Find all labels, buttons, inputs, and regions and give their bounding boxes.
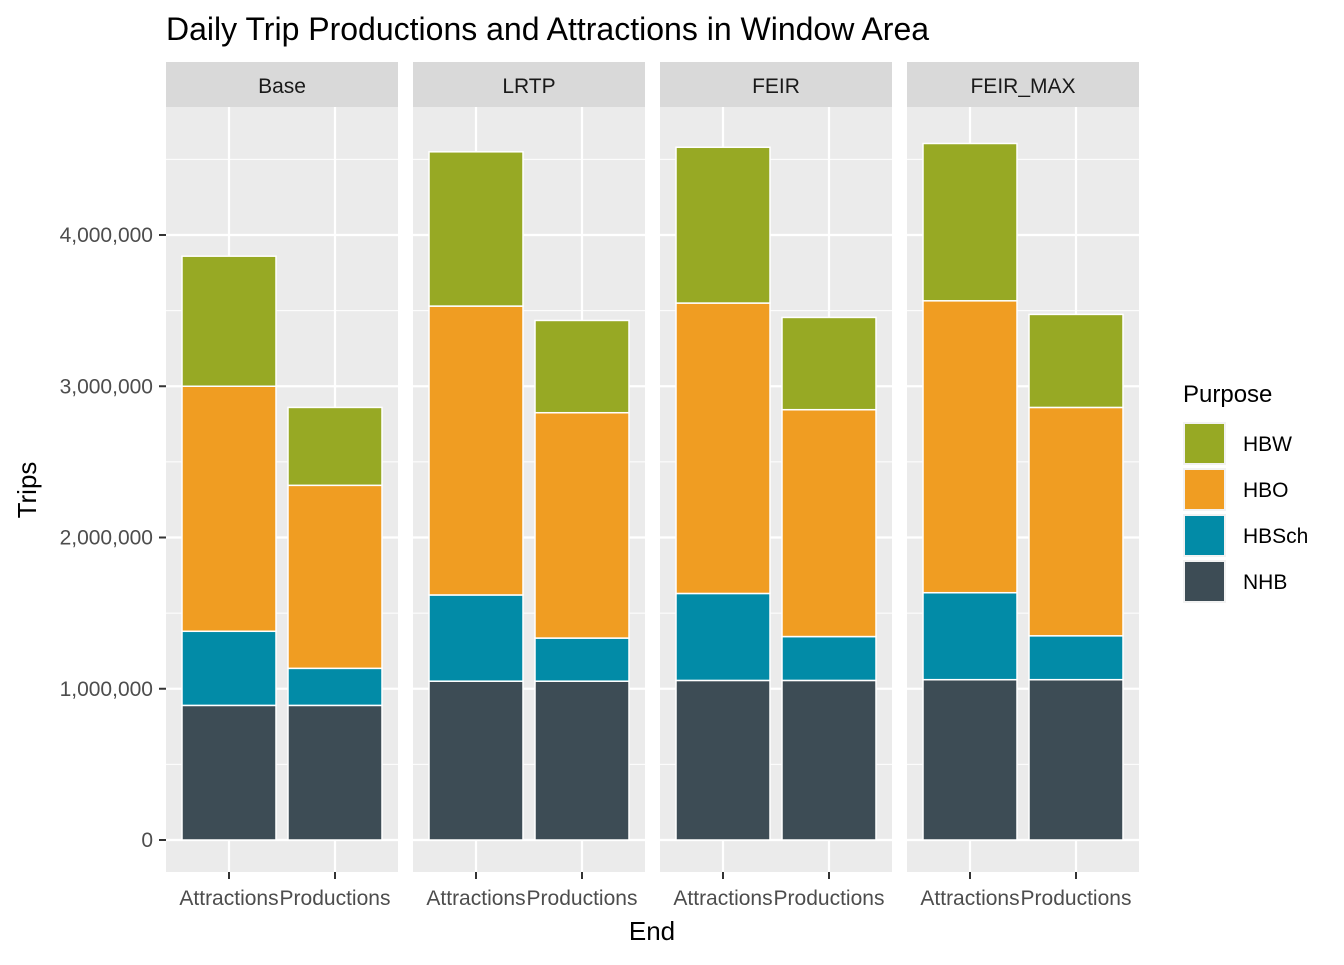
y-tick-label: 4,000,000 xyxy=(60,224,153,247)
bar-segment-hbo xyxy=(675,302,771,595)
bar-segment-nhb xyxy=(922,678,1018,841)
bar-segment-nhb xyxy=(428,680,524,841)
facet-strip-label: LRTP xyxy=(502,75,555,98)
facet-panel-feir_max: FEIR_MAX Attractions Productions xyxy=(907,62,1139,910)
bar-segment-hbw xyxy=(287,406,383,487)
legend-swatch-hbw xyxy=(1185,424,1224,463)
x-tick-label: Attractions xyxy=(673,887,772,910)
bar-productions xyxy=(287,406,383,841)
bar-productions xyxy=(534,319,630,841)
bar-segment-hbw xyxy=(534,319,630,414)
x-tick-label: Attractions xyxy=(426,887,525,910)
facet-strip xyxy=(166,62,398,107)
bar-segment-hbo xyxy=(428,305,524,596)
legend: Purpose HBW HBO HBSch NHB xyxy=(1183,381,1308,603)
bar-segment-hbo xyxy=(922,300,1018,594)
y-axis-label: Trips xyxy=(12,462,42,519)
bar-segment-hbw xyxy=(922,142,1018,302)
bar-attractions xyxy=(675,146,771,841)
bar-segment-nhb xyxy=(675,679,771,841)
bar-segment-hbo xyxy=(287,484,383,670)
facet-panel-lrtp: LRTP Attractions Productions xyxy=(413,62,645,910)
y-tick-label: 3,000,000 xyxy=(60,375,153,398)
bar-segment-hbw xyxy=(675,146,771,304)
bar-segment-hbsch xyxy=(675,592,771,682)
bar-segment-nhb xyxy=(781,679,877,841)
bar-segment-nhb xyxy=(1028,678,1124,841)
bar-segment-nhb xyxy=(287,704,383,841)
facet-panel-base: Base Attractions Productions xyxy=(166,62,398,910)
bar-segment-hbsch xyxy=(287,667,383,707)
bar-segment-hbw xyxy=(428,151,524,307)
bar-attractions xyxy=(428,151,524,841)
bar-segment-hbo xyxy=(781,408,877,638)
legend-swatch-hbo xyxy=(1185,470,1224,509)
y-axis: 0 1,000,000 2,000,000 3,000,000 4,000,000 xyxy=(60,224,166,852)
bar-productions xyxy=(781,316,877,841)
bar-segment-nhb xyxy=(534,680,630,841)
bar-segment-hbsch xyxy=(1028,635,1124,681)
bar-segment-hbw xyxy=(181,255,277,387)
bar-attractions xyxy=(922,142,1018,841)
legend-label-nhb: NHB xyxy=(1243,571,1287,594)
facet-strip-label: Base xyxy=(258,75,306,98)
legend-swatch-nhb xyxy=(1185,562,1224,601)
bar-segment-nhb xyxy=(181,704,277,841)
x-axis-label: End xyxy=(629,916,675,946)
y-tick-label: 0 xyxy=(141,829,153,852)
bar-segment-hbsch xyxy=(781,635,877,682)
legend-label-hbsch: HBSch xyxy=(1243,525,1308,548)
bar-segment-hbsch xyxy=(922,591,1018,681)
bar-attractions xyxy=(181,255,277,841)
facet-panel-feir: FEIR Attractions Productions xyxy=(660,62,892,910)
bar-segment-hbw xyxy=(781,316,877,411)
facet-strip xyxy=(413,62,645,107)
x-tick-label: Attractions xyxy=(920,887,1019,910)
x-tick-label: Productions xyxy=(774,887,885,910)
bar-segment-hbsch xyxy=(428,594,524,682)
bar-segment-hbo xyxy=(181,385,277,633)
legend-label-hbo: HBO xyxy=(1243,479,1289,502)
x-tick-label: Productions xyxy=(527,887,638,910)
x-tick-label: Productions xyxy=(1021,887,1132,910)
chart-title: Daily Trip Productions and Attractions i… xyxy=(166,11,929,47)
legend-label-hbw: HBW xyxy=(1243,433,1292,456)
x-tick-label: Productions xyxy=(280,887,391,910)
bar-segment-hbw xyxy=(1028,313,1124,409)
bar-segment-hbo xyxy=(1028,406,1124,637)
legend-swatch-hbsch xyxy=(1185,516,1224,555)
y-tick-label: 1,000,000 xyxy=(60,678,153,701)
bar-productions xyxy=(1028,313,1124,841)
facet-strip xyxy=(907,62,1139,107)
bar-segment-hbo xyxy=(534,411,630,639)
bar-segment-hbsch xyxy=(534,637,630,682)
facet-strip xyxy=(660,62,892,107)
legend-title: Purpose xyxy=(1183,381,1272,408)
x-tick-label: Attractions xyxy=(179,887,278,910)
bar-segment-hbsch xyxy=(181,630,277,707)
facet-strip-label: FEIR xyxy=(752,75,800,98)
y-tick-label: 2,000,000 xyxy=(60,527,153,550)
facet-strip-label: FEIR_MAX xyxy=(970,75,1075,98)
